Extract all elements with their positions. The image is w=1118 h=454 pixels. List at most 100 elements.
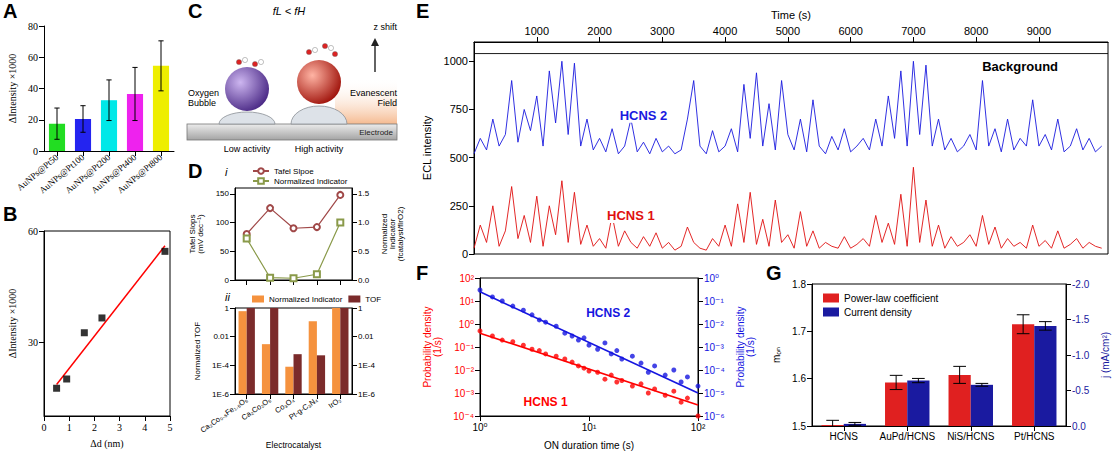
svg-text:1: 1 [225, 304, 230, 313]
svg-text:Low activity: Low activity [224, 144, 271, 154]
svg-text:750: 750 [450, 103, 468, 115]
svg-text:1: 1 [358, 304, 363, 313]
svg-text:2: 2 [92, 422, 97, 433]
svg-text:60: 60 [28, 226, 38, 237]
svg-text:10⁻⁵: 10⁻⁵ [704, 388, 725, 399]
svg-text:30: 30 [28, 337, 38, 348]
svg-text:0.01: 0.01 [213, 332, 229, 341]
svg-text:1000: 1000 [444, 55, 468, 67]
svg-text:HCNS: HCNS [830, 431, 859, 442]
svg-text:10⁻³: 10⁻³ [704, 342, 724, 353]
svg-text:ΔIntensity ×1000: ΔIntensity ×1000 [7, 289, 18, 359]
svg-text:100: 100 [216, 218, 230, 227]
svg-text:0: 0 [42, 422, 47, 433]
svg-text:150: 150 [216, 189, 230, 198]
svg-text:Background: Background [982, 59, 1058, 74]
svg-text:50: 50 [220, 247, 229, 256]
svg-text:10¹: 10¹ [582, 422, 597, 433]
svg-text:AuPd/HCNS: AuPd/HCNS [879, 431, 935, 442]
svg-text:10⁻⁴: 10⁻⁴ [704, 365, 725, 376]
svg-text:z shift: z shift [373, 22, 397, 32]
svg-text:10¹: 10¹ [460, 296, 475, 307]
svg-text:Δd (nm): Δd (nm) [90, 438, 123, 450]
svg-text:4000: 4000 [713, 25, 737, 37]
svg-text:8000: 8000 [964, 25, 988, 37]
svg-text:80: 80 [28, 21, 38, 32]
svg-text:20: 20 [28, 114, 38, 125]
svg-text:60: 60 [28, 52, 38, 63]
svg-text:1.0: 1.0 [358, 218, 370, 227]
svg-text:HCNS 2: HCNS 2 [620, 108, 668, 123]
svg-text:10⁰: 10⁰ [472, 422, 487, 433]
svg-text:Normalized Indicator: Normalized Indicator [274, 177, 348, 186]
svg-text:-0.5: -0.5 [1072, 385, 1090, 396]
svg-text:40: 40 [28, 83, 38, 94]
svg-text:(1/s): (1/s) [432, 337, 443, 357]
svg-text:5000: 5000 [776, 25, 800, 37]
svg-text:ΔIntensity ×1000: ΔIntensity ×1000 [7, 54, 18, 124]
svg-text:10⁻³: 10⁻³ [454, 388, 474, 399]
svg-text:High activity: High activity [295, 144, 344, 154]
svg-text:1.5: 1.5 [792, 421, 806, 432]
svg-text:HCNS 1: HCNS 1 [524, 395, 568, 409]
svg-text:0.0: 0.0 [358, 276, 370, 285]
svg-text:ON duration time (s): ON duration time (s) [544, 440, 634, 451]
svg-text:3000: 3000 [650, 25, 674, 37]
svg-text:10⁻²: 10⁻² [704, 319, 724, 330]
svg-text:TOF: TOF [365, 295, 381, 304]
svg-text:Current density: Current density [844, 307, 912, 318]
svg-text:NiS/HCNS: NiS/HCNS [947, 431, 995, 442]
svg-text:500: 500 [450, 152, 468, 164]
svg-text:Tafel Slpoe: Tafel Slpoe [274, 167, 314, 176]
svg-text:fL < fH: fL < fH [273, 5, 306, 17]
svg-text:3: 3 [117, 422, 122, 433]
svg-text:-2.0: -2.0 [1072, 279, 1090, 290]
svg-text:mₒₙ: mₒₙ [771, 347, 782, 363]
svg-text:IrO₂: IrO₂ [327, 395, 343, 410]
svg-text:5: 5 [168, 422, 173, 433]
svg-text:(fcatalyst/fIrO2): (fcatalyst/fIrO2) [396, 206, 405, 261]
svg-text:-1.5: -1.5 [1072, 314, 1090, 325]
svg-text:6000: 6000 [838, 25, 862, 37]
svg-text:-1.0: -1.0 [1072, 350, 1090, 361]
svg-text:Normalized Indicator: Normalized Indicator [269, 295, 343, 304]
svg-text:0: 0 [33, 146, 38, 157]
svg-text:Pt/HCNS: Pt/HCNS [1014, 431, 1055, 442]
svg-text:ECL intensity: ECL intensity [421, 115, 433, 180]
svg-text:HCNS 1: HCNS 1 [607, 208, 655, 223]
svg-text:1.7: 1.7 [792, 326, 806, 337]
svg-text:Electrocatalyst: Electrocatalyst [266, 440, 322, 450]
svg-text:0: 0 [225, 276, 230, 285]
svg-text:10⁻¹: 10⁻¹ [704, 296, 724, 307]
svg-text:0.0: 0.0 [1072, 421, 1086, 432]
svg-text:OxygenBubble: OxygenBubble [188, 88, 219, 108]
svg-text:Time (s): Time (s) [771, 9, 811, 21]
svg-text:ii: ii [225, 291, 230, 303]
svg-text:Electrode: Electrode [359, 128, 393, 137]
svg-text:7000: 7000 [901, 25, 925, 37]
svg-text:0: 0 [462, 248, 468, 260]
svg-text:10⁻⁴: 10⁻⁴ [453, 411, 474, 422]
svg-text:10²: 10² [691, 422, 706, 433]
svg-text:10⁻¹: 10⁻¹ [454, 342, 474, 353]
svg-text:i: i [225, 166, 228, 178]
svg-text:Power-law coefficient: Power-law coefficient [844, 293, 939, 304]
svg-text:10⁻²: 10⁻² [454, 365, 474, 376]
svg-text:AuNPs@Pt800: AuNPs@Pt800 [115, 152, 164, 196]
svg-text:10⁰: 10⁰ [459, 319, 474, 330]
svg-text:10⁻⁶: 10⁻⁶ [704, 411, 725, 422]
svg-text:1.5: 1.5 [358, 189, 370, 198]
svg-text:0.01: 0.01 [358, 332, 374, 341]
svg-text:0.5: 0.5 [358, 247, 370, 256]
svg-text:HCNS 2: HCNS 2 [586, 306, 630, 320]
svg-text:j (mA/cm²): j (mA/cm²) [1100, 332, 1111, 379]
svg-text:Ca₂Co₂O₅: Ca₂Co₂O₅ [240, 395, 273, 422]
svg-text:1.8: 1.8 [792, 279, 806, 290]
svg-text:10²: 10² [460, 273, 475, 284]
svg-text:10⁰: 10⁰ [704, 273, 719, 284]
svg-text:9000: 9000 [1027, 25, 1051, 37]
svg-text:EvanescentField: EvanescentField [350, 88, 398, 108]
svg-text:1E-6: 1E-6 [358, 390, 375, 399]
svg-text:(1/s): (1/s) [745, 337, 756, 357]
svg-text:1E-4: 1E-4 [212, 361, 229, 370]
